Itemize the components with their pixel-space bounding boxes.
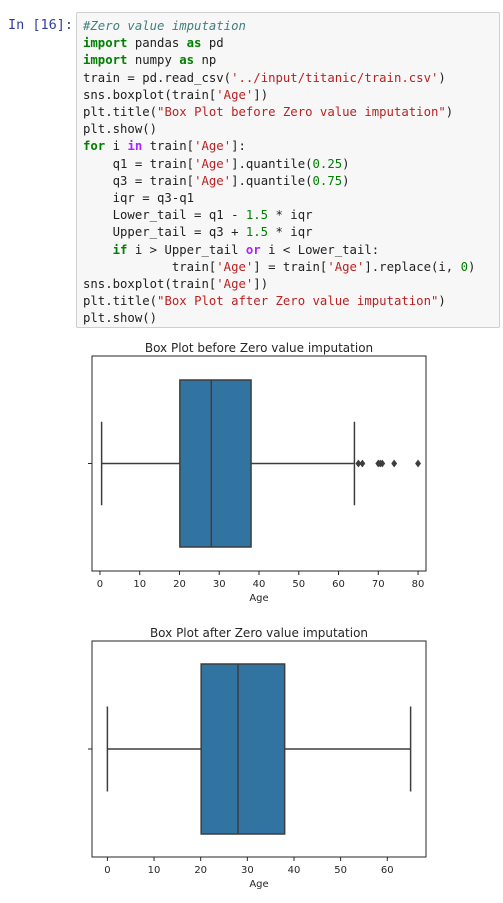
x-tick-label: 70 [372,579,385,590]
x-tick-label: 30 [241,865,254,876]
x-tick-label: 20 [194,865,207,876]
code-cell[interactable]: #Zero value imputation import pandas as … [76,12,500,328]
chart-title: Box Plot after Zero value imputation [150,626,368,640]
code-line: plt.show() [83,122,158,137]
outlier-point [355,459,362,468]
code-line: if i > Upper_tail or i < Lower_tail: [112,242,380,257]
code-line: q1 = train['Age'].quantile(0.25) [83,156,350,171]
x-tick-label: 60 [381,865,394,876]
code-line: plt.show() [83,311,158,326]
code-line: q3 = train['Age'].quantile(0.75) [83,173,350,188]
x-tick-label: 60 [332,579,345,590]
x-axis-label: Age [249,879,268,890]
x-tick-label: 10 [133,579,146,590]
box-plot-before: Box Plot before Zero value imputation 0 10… [88,341,427,604]
code-line: plt.title("Box Plot after Zero value imp… [83,294,446,309]
outlier-point [391,459,398,468]
x-tick-label: 50 [334,865,347,876]
code-line: for i in train['Age']: [83,139,246,154]
x-tick-label: 80 [412,579,425,590]
code-line: train = pd.read_csv('../input/titanic/tr… [83,70,446,85]
code-line: Upper_tail = q3 + 1.5 * iqr [83,225,313,240]
code-line: sns.boxplot(train['Age']) [83,277,269,292]
code-line: Lower_tail = q1 - 1.5 * iqr [83,208,313,223]
iqr-box [179,379,252,548]
outlier-point [379,459,386,468]
x-axis-label: Age [249,593,268,604]
x-tick-label: 30 [213,579,226,590]
code-line: iqr = q3-q1 [83,191,195,206]
code-line: plt.title("Box Plot before Zero value im… [83,105,454,120]
code-line: sns.boxplot(train['Age']) [83,87,269,102]
x-tick-label: 10 [148,865,161,876]
code-line: import numpy as np [83,53,217,68]
chart-title: Box Plot before Zero value imputation [145,341,373,355]
x-tick-label: 20 [173,579,186,590]
code-editor[interactable]: #Zero value imputation import pandas as … [83,18,493,328]
x-tick-label: 50 [292,579,305,590]
x-tick-label: 0 [104,865,110,876]
code-line: import pandas as pd [83,36,224,51]
code-line: train['Age'] = train['Age'].replace(i, 0… [83,259,476,274]
x-tick-label: 0 [97,579,103,590]
cell-prompt: In [16]: [8,17,74,33]
outlier-point [415,459,422,468]
code-line: #Zero value imputation [83,19,246,33]
box-plot-after: Box Plot after Zero value imputation 0 10 2… [88,626,427,890]
iqr-box [200,663,286,835]
x-tick-label: 40 [253,579,266,590]
outlier-point [359,459,366,468]
x-tick-label: 40 [288,865,301,876]
